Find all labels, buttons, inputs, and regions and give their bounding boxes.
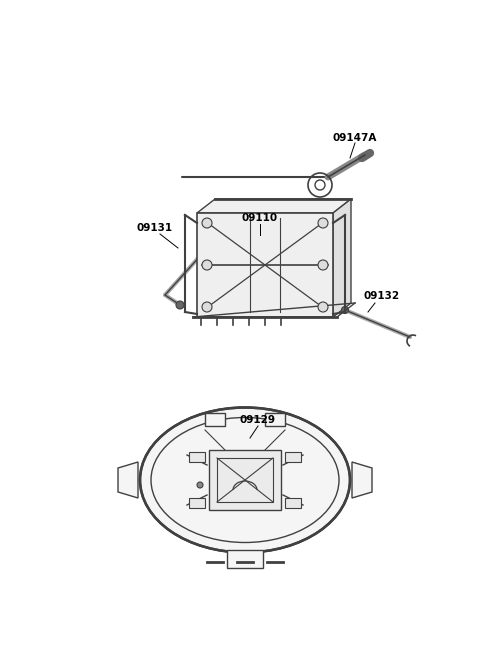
- Circle shape: [318, 260, 328, 270]
- Circle shape: [202, 302, 212, 312]
- Bar: [209, 450, 281, 510]
- Polygon shape: [352, 462, 372, 498]
- Polygon shape: [227, 550, 263, 568]
- Circle shape: [202, 218, 212, 228]
- Text: 09131: 09131: [137, 223, 173, 233]
- Bar: [285, 498, 301, 508]
- Bar: [285, 452, 301, 462]
- Polygon shape: [333, 199, 351, 317]
- Text: 09129: 09129: [240, 415, 276, 425]
- Text: 09132: 09132: [364, 291, 400, 301]
- Ellipse shape: [140, 407, 350, 552]
- Circle shape: [202, 260, 212, 270]
- Text: 09147A: 09147A: [333, 133, 377, 143]
- Circle shape: [176, 301, 184, 309]
- Bar: [189, 452, 205, 462]
- Bar: [217, 458, 273, 502]
- Polygon shape: [265, 413, 285, 426]
- Polygon shape: [205, 413, 225, 426]
- Polygon shape: [197, 213, 333, 317]
- Circle shape: [341, 306, 348, 314]
- Polygon shape: [118, 462, 138, 498]
- Circle shape: [197, 482, 203, 488]
- Bar: [189, 498, 205, 508]
- Circle shape: [318, 302, 328, 312]
- Text: 09110: 09110: [242, 213, 278, 223]
- Polygon shape: [197, 199, 351, 213]
- Circle shape: [318, 218, 328, 228]
